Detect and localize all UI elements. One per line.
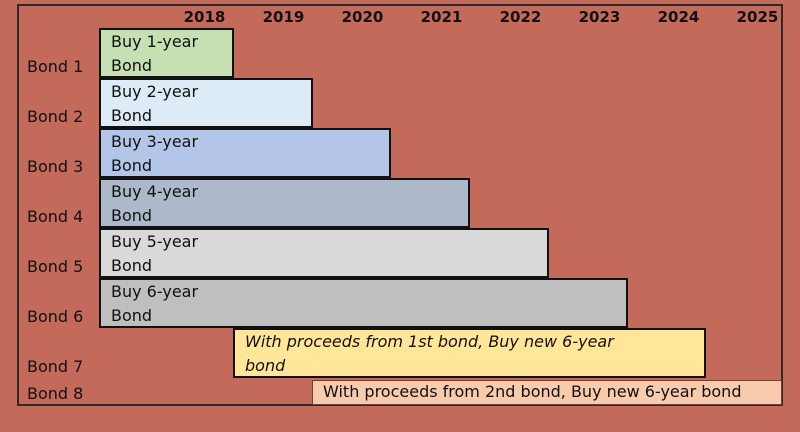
bar-bond-4-line1: Buy 4-year	[111, 182, 199, 201]
bar-bond-3: Buy 3-year Bond	[99, 128, 391, 178]
year-header-2024: 2024	[657, 8, 700, 26]
year-header-2021: 2021	[420, 8, 463, 26]
bar-bond-5: Buy 5-year Bond	[99, 228, 549, 278]
row-label-bond-4: Bond 4	[27, 207, 84, 226]
bar-bond-2-line2: Bond	[111, 106, 153, 125]
bar-bond-1-line1: Buy 1-year	[111, 32, 199, 51]
bar-bond-5-line2: Bond	[111, 256, 153, 275]
bar-bond-2-line1: Buy 2-year	[111, 82, 199, 101]
bar-bond-3-line2: Bond	[111, 156, 153, 175]
bar-bond-8: With proceeds from 2nd bond, Buy new 6-y…	[312, 380, 782, 405]
bar-bond-1: Buy 1-year Bond	[99, 28, 234, 78]
bar-bond-6-line2: Bond	[111, 306, 153, 325]
year-header-2023: 2023	[578, 8, 621, 26]
bar-bond-4-line2: Bond	[111, 206, 153, 225]
year-header-2025: 2025	[736, 8, 779, 26]
year-header-2019: 2019	[262, 8, 305, 26]
row-label-bond-7: Bond 7	[27, 357, 84, 376]
bar-bond-2: Buy 2-year Bond	[99, 78, 313, 128]
row-label-bond-3: Bond 3	[27, 157, 84, 176]
bar-bond-6-line1: Buy 6-year	[111, 282, 199, 301]
year-header-2018: 2018	[183, 8, 226, 26]
bar-bond-5-line1: Buy 5-year	[111, 232, 199, 251]
year-header-2020: 2020	[341, 8, 384, 26]
bar-bond-4: Buy 4-year Bond	[99, 178, 470, 228]
bar-bond-8-line1: With proceeds from 2nd bond, Buy new 6-y…	[323, 382, 742, 401]
bar-bond-6: Buy 6-year Bond	[99, 278, 628, 328]
row-label-bond-8: Bond 8	[27, 384, 84, 403]
bar-bond-7: With proceeds from 1st bond, Buy new 6-y…	[233, 328, 706, 378]
bar-bond-7-line2: bond	[245, 356, 286, 375]
bar-bond-1-line2: Bond	[111, 56, 153, 75]
year-header-2022: 2022	[499, 8, 542, 26]
row-label-bond-5: Bond 5	[27, 257, 84, 276]
row-label-bond-1: Bond 1	[27, 57, 84, 76]
row-label-bond-6: Bond 6	[27, 307, 84, 326]
diagram-frame	[17, 4, 783, 406]
bar-bond-3-line1: Buy 3-year	[111, 132, 199, 151]
row-label-bond-2: Bond 2	[27, 107, 84, 126]
bar-bond-7-line1: With proceeds from 1st bond, Buy new 6-y…	[245, 332, 614, 351]
